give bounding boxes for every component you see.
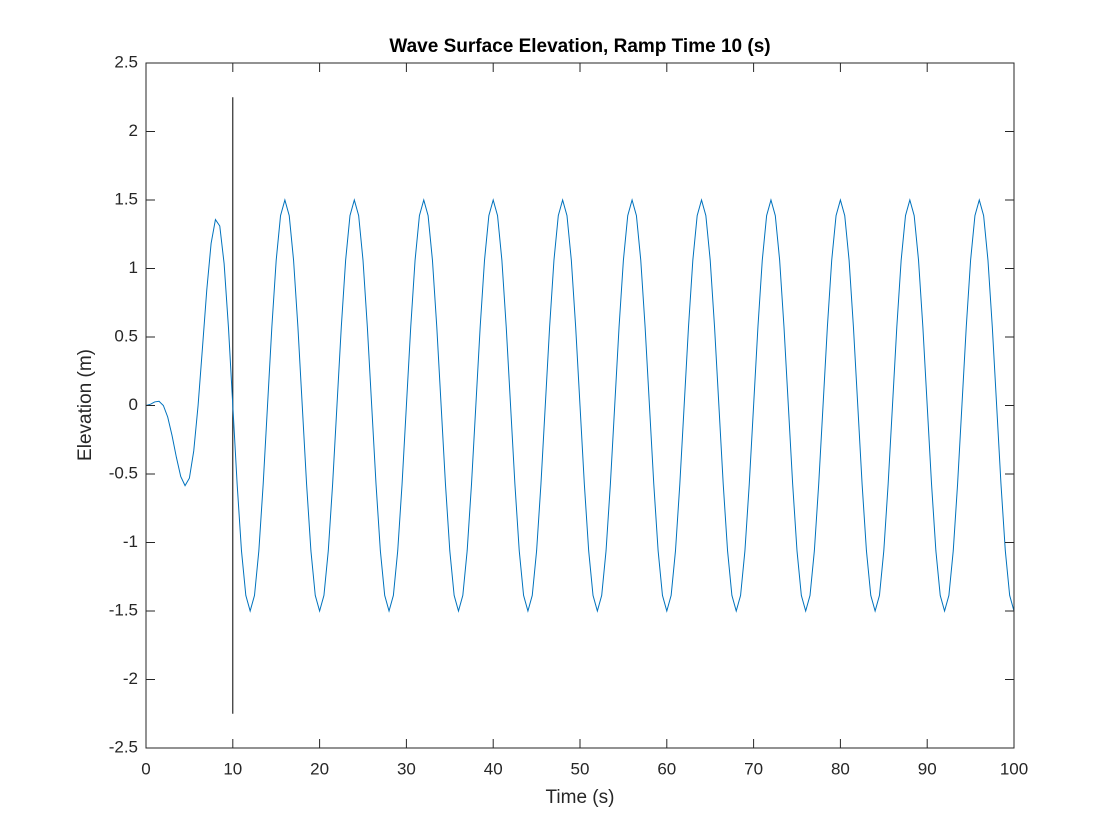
x-tick-label: 80 <box>831 759 850 778</box>
y-tick-label: -2.5 <box>109 737 138 756</box>
chart-title: Wave Surface Elevation, Ramp Time 10 (s) <box>389 36 770 57</box>
x-tick-label: 30 <box>397 759 416 778</box>
x-tick-label: 20 <box>310 759 329 778</box>
x-tick-label: 40 <box>484 759 503 778</box>
x-tick-label: 90 <box>918 759 937 778</box>
x-axis-label: Time (s) <box>546 787 615 808</box>
x-tick-label: 60 <box>657 759 676 778</box>
x-tick-label: 70 <box>744 759 763 778</box>
y-tick-label: 1 <box>129 258 138 277</box>
y-tick-label: -1.5 <box>109 600 138 619</box>
x-tick-label: 0 <box>141 759 150 778</box>
y-tick-label: -1 <box>123 532 138 551</box>
x-tick-label: 50 <box>571 759 590 778</box>
x-tick-label: 100 <box>1000 759 1028 778</box>
y-tick-label: 0 <box>129 395 138 414</box>
y-tick-label: 2 <box>129 121 138 140</box>
y-axis-label: Elevation (m) <box>75 349 96 461</box>
y-tick-label: 2.5 <box>114 52 138 71</box>
data-line <box>145 198 1015 613</box>
y-tick-label: -2 <box>123 669 138 688</box>
y-tick-label: 0.5 <box>114 326 138 345</box>
x-tick-label: 10 <box>223 759 242 778</box>
y-tick-label: 1.5 <box>114 189 138 208</box>
y-tick-label: -0.5 <box>109 463 138 482</box>
